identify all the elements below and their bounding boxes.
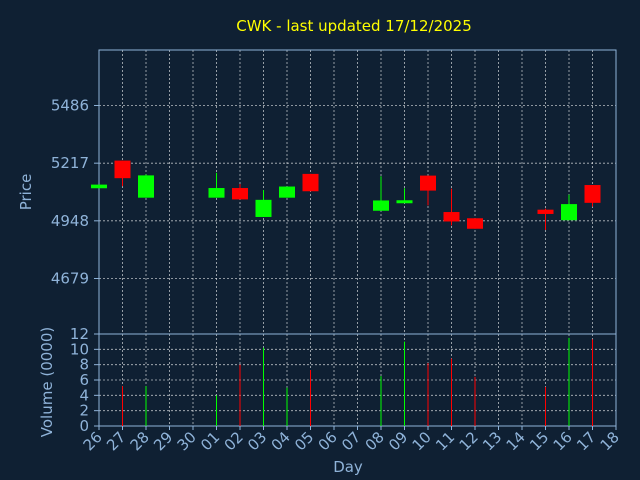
candle-body	[232, 188, 248, 200]
candle-body	[138, 175, 154, 198]
volume-tick-label: 0	[79, 417, 89, 435]
candle-body	[537, 209, 554, 214]
volume-tick-label: 6	[79, 371, 89, 389]
volume-tick-label: 8	[79, 356, 89, 374]
y-axis-label: Price	[17, 174, 35, 211]
candle-body	[255, 199, 272, 217]
candle-body	[420, 175, 436, 191]
candle-body	[561, 204, 577, 221]
candle-body	[114, 160, 131, 179]
price-tick-label: 5486	[51, 97, 89, 115]
volume-axis-label: Volume (0000)	[38, 327, 56, 437]
candle-body	[443, 212, 460, 222]
chart-title: CWK - last updated 17/12/2025	[236, 17, 472, 35]
candle-body	[396, 200, 413, 204]
candle-body	[302, 173, 319, 192]
price-tick-label: 4679	[51, 269, 89, 287]
candle-body	[208, 188, 225, 198]
price-tick-label: 5217	[51, 154, 89, 172]
price-panel: 4679 4948 5217 5486	[51, 49, 617, 335]
x-tick-labels: 2627282930010203040506070809101112131415…	[80, 426, 623, 454]
volume-tick-label: 4	[79, 386, 89, 404]
price-tick-label: 4948	[51, 212, 89, 230]
candle-body	[279, 186, 295, 198]
volume-tick-label: 12	[70, 325, 89, 343]
x-axis-label: Day	[333, 458, 363, 476]
volume-tick-label: 2	[79, 402, 89, 420]
candle-body	[467, 218, 483, 229]
candle-body	[373, 200, 389, 211]
candle-body	[584, 185, 601, 203]
candle-body	[91, 184, 107, 189]
volume-tick-label: 10	[70, 340, 89, 358]
